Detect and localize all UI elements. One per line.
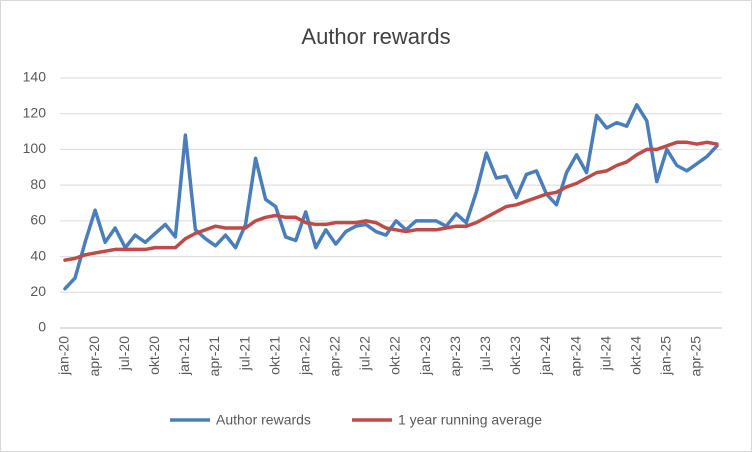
x-tick-label: okt-22: [387, 336, 403, 375]
x-tick-label: jan-23: [417, 336, 433, 376]
x-tick-label: apr-23: [447, 336, 463, 377]
x-tick-label: apr-21: [206, 336, 222, 377]
y-tick-label: 140: [23, 69, 47, 85]
legend-label: 1 year running average: [398, 412, 542, 428]
legend-label: Author rewards: [216, 412, 311, 428]
x-tick-label: jul-22: [357, 336, 373, 371]
x-tick-label: jul-24: [597, 336, 613, 371]
x-tick-label: apr-25: [688, 336, 704, 377]
series-line: [63, 140, 719, 262]
x-tick-label: okt-20: [146, 336, 162, 375]
chart-title: Author rewards: [301, 24, 450, 49]
y-tick-label: 20: [30, 283, 46, 299]
y-tick-label: 0: [38, 319, 46, 335]
x-tick-label: okt-23: [507, 336, 523, 375]
x-tick-label: jul-23: [477, 336, 493, 371]
x-tick-label: jan-24: [537, 336, 553, 376]
x-tick-label: jul-21: [236, 336, 252, 371]
x-tick-label: jan-22: [296, 336, 312, 376]
x-tick-label: jan-20: [56, 336, 72, 376]
y-tick-label: 60: [30, 212, 46, 228]
y-tick-label: 100: [23, 140, 47, 156]
x-tick-label: apr-24: [567, 336, 583, 377]
x-tick-label: okt-24: [627, 336, 643, 375]
x-tick-label: apr-20: [86, 336, 102, 377]
x-tick-label: jan-25: [658, 336, 674, 376]
x-tick-label: apr-22: [327, 336, 343, 377]
x-tick-label: jan-21: [176, 336, 192, 376]
y-tick-label: 120: [23, 104, 47, 120]
y-tick-label: 80: [30, 176, 46, 192]
x-tick-label: jul-20: [116, 336, 132, 371]
x-tick-label: okt-21: [266, 336, 282, 375]
y-tick-label: 40: [30, 247, 46, 263]
